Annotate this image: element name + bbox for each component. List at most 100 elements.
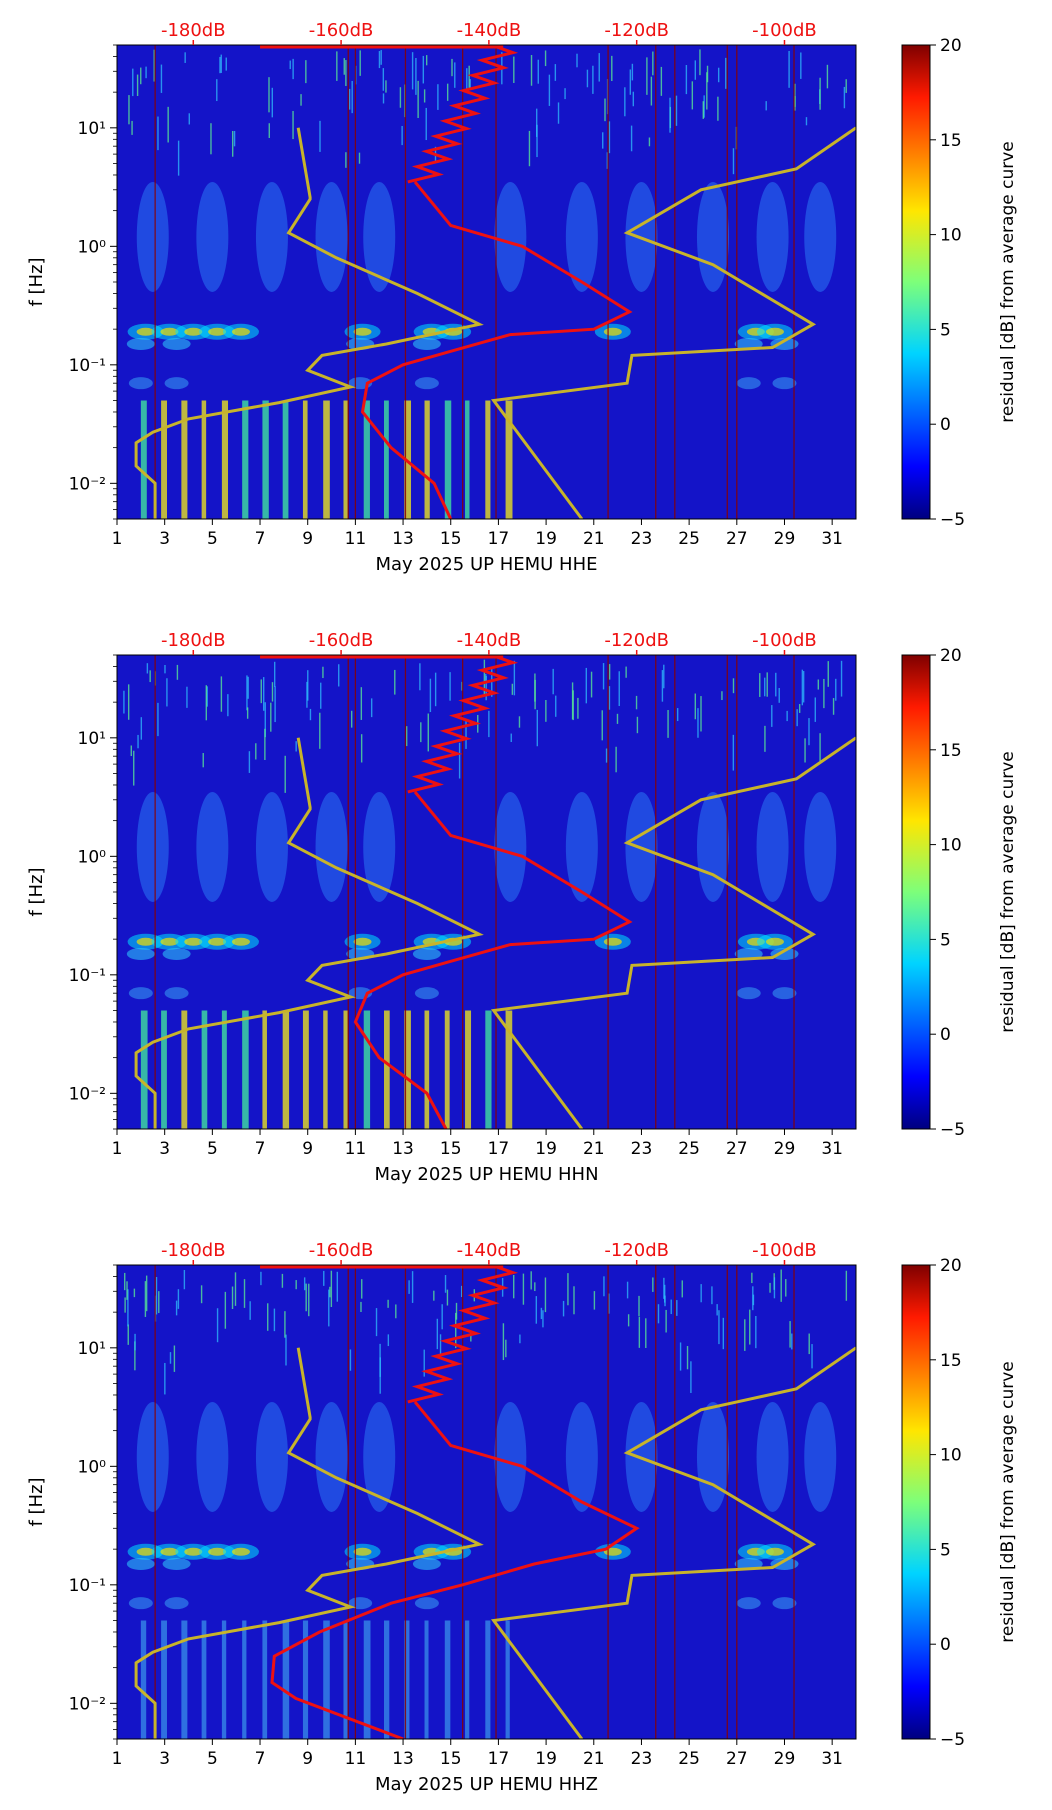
lowfreq-band bbox=[343, 1010, 348, 1129]
spectrogram-area bbox=[117, 655, 856, 1129]
lowfreq-band bbox=[302, 400, 308, 519]
top-db-label: -180dB bbox=[161, 20, 226, 41]
hf-streak bbox=[675, 95, 678, 126]
hf-streak bbox=[602, 663, 605, 690]
hf-streak bbox=[169, 1352, 172, 1364]
hf-streak bbox=[545, 700, 547, 722]
energy-blob bbox=[184, 1547, 203, 1556]
hf-streak bbox=[360, 687, 363, 720]
energy-blob bbox=[353, 327, 372, 336]
hf-streak bbox=[264, 728, 266, 760]
hf-streak bbox=[134, 1333, 136, 1351]
x-axis-label: May 2025 UP HEMU HHN bbox=[374, 1164, 598, 1185]
hf-streak bbox=[711, 1286, 713, 1305]
hf-streak bbox=[636, 716, 639, 734]
hf-streak bbox=[248, 751, 251, 773]
hf-streak bbox=[601, 710, 603, 741]
colorbar-tick-label: 20 bbox=[940, 646, 962, 666]
lowfreq-band bbox=[404, 1620, 410, 1739]
hf-streak bbox=[234, 1272, 237, 1306]
hf-streak bbox=[411, 1271, 414, 1303]
energy-plume bbox=[255, 181, 288, 292]
hf-streak bbox=[271, 682, 274, 702]
hf-streak bbox=[845, 1270, 848, 1301]
hf-streak bbox=[536, 709, 538, 747]
x-tick-label: 3 bbox=[159, 1139, 170, 1159]
x-tick-label: 17 bbox=[488, 1749, 510, 1769]
hf-streak bbox=[322, 666, 324, 679]
energy-blob bbox=[136, 327, 155, 336]
lowfreq-band bbox=[282, 400, 289, 519]
hf-streak bbox=[536, 108, 538, 137]
hf-streak bbox=[819, 733, 821, 761]
lowfreq-band bbox=[363, 1010, 371, 1129]
hf-streak bbox=[345, 152, 347, 168]
energy-blob bbox=[184, 937, 203, 946]
hf-streak bbox=[177, 1289, 180, 1309]
hf-streak bbox=[338, 664, 340, 687]
hf-streak bbox=[336, 1271, 339, 1302]
x-tick-label: 9 bbox=[302, 1749, 313, 1769]
hf-streak bbox=[817, 679, 820, 690]
hf-streak bbox=[319, 712, 321, 749]
hf-streak bbox=[273, 661, 276, 687]
hf-streak bbox=[751, 1272, 753, 1284]
hf-streak bbox=[629, 69, 632, 95]
hf-streak bbox=[454, 62, 456, 88]
hf-streak bbox=[246, 707, 249, 719]
lowfreq-band bbox=[221, 1010, 227, 1129]
hf-streak bbox=[773, 1277, 776, 1299]
hf-streak bbox=[676, 708, 679, 722]
hf-streak bbox=[378, 51, 381, 69]
colorbar-gradient bbox=[901, 1264, 931, 1740]
hf-streak bbox=[382, 68, 385, 91]
x-tick-label: 25 bbox=[678, 1749, 700, 1769]
energy-blob bbox=[353, 937, 372, 946]
hf-streak bbox=[488, 710, 490, 738]
hf-streak bbox=[669, 97, 671, 133]
x-tick-label: 23 bbox=[631, 1139, 653, 1159]
hf-streak bbox=[530, 1271, 532, 1290]
colorbar-tick-label: 0 bbox=[940, 415, 951, 435]
hf-streak bbox=[300, 94, 302, 106]
colorbar-label: residual [dB] from average curve bbox=[998, 751, 1018, 1032]
hf-streak bbox=[635, 695, 638, 710]
energy-blob bbox=[184, 327, 203, 336]
hf-streak bbox=[206, 686, 208, 707]
lowfreq-band bbox=[140, 1010, 148, 1129]
energy-plume bbox=[494, 1401, 527, 1512]
hf-streak bbox=[657, 1304, 660, 1324]
y-axis-label: f [Hz] bbox=[26, 1477, 47, 1526]
hf-streak bbox=[808, 718, 810, 746]
hf-streak bbox=[755, 1315, 757, 1349]
hf-streak bbox=[133, 750, 135, 786]
hf-streak bbox=[703, 95, 705, 118]
hf-streak bbox=[360, 1301, 362, 1313]
lowfreq-band bbox=[161, 1620, 167, 1739]
lowfreq-band bbox=[282, 1010, 290, 1129]
red-average-curve-line bbox=[360, 180, 633, 519]
hf-streak bbox=[624, 87, 626, 117]
hf-streak bbox=[146, 663, 149, 674]
hf-streak bbox=[281, 1273, 284, 1288]
colorbar: 20 15 10 5 0 −5 residual [dB] from average cur… bbox=[901, 646, 1018, 1140]
hf-streak bbox=[292, 58, 294, 80]
lowfreq-band bbox=[201, 1010, 208, 1129]
hf-streak bbox=[702, 101, 704, 119]
hf-streak bbox=[177, 140, 180, 176]
hf-streak bbox=[270, 702, 272, 732]
hf-streak bbox=[679, 1342, 682, 1371]
energy-blob bbox=[128, 1597, 153, 1610]
hf-streak bbox=[348, 88, 351, 110]
y-tick-label: 10¹ bbox=[78, 729, 106, 749]
hf-streak bbox=[530, 55, 533, 86]
x-tick-label: 17 bbox=[488, 529, 510, 549]
lowfreq-band bbox=[302, 1010, 309, 1129]
energy-plume bbox=[196, 181, 229, 292]
lowfreq-band bbox=[282, 1620, 290, 1739]
hf-streak bbox=[262, 677, 265, 711]
red-average-curve-line bbox=[353, 790, 633, 1129]
hf-streak bbox=[573, 1286, 575, 1315]
hf-streak bbox=[439, 1334, 442, 1356]
hf-streak bbox=[625, 666, 627, 678]
